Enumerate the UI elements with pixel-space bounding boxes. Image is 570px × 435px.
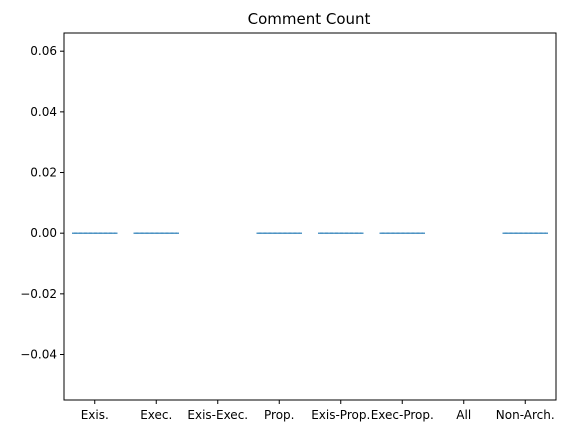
x-tick-label: Non-Arch. [496, 408, 555, 422]
y-tick-label: −0.02 [20, 287, 57, 301]
x-tick-label: Exec-Prop. [371, 408, 434, 422]
x-tick-label: Exis-Prop. [311, 408, 370, 422]
y-tick-label: 0.04 [30, 105, 57, 119]
plot-area [63, 32, 557, 401]
x-axis: Exis. Exec. Exis-Exec. Prop. Exis-Prop. Exec-… [81, 400, 555, 422]
y-tick-label: −0.04 [20, 348, 57, 362]
y-tick-label: 0.02 [30, 166, 57, 180]
y-tick-label: 0.00 [30, 226, 57, 240]
x-tick-label: All [456, 408, 471, 422]
y-tick-label: 0.06 [30, 44, 57, 58]
x-tick-label: Exis. [81, 408, 109, 422]
chart-title: Comment Count [248, 10, 371, 28]
x-tick-label: Prop. [264, 408, 294, 422]
y-axis: −0.04 −0.02 0.00 0.02 0.04 0.06 [20, 44, 64, 362]
x-tick-label: Exis-Exec. [187, 408, 248, 422]
x-tick-label: Exec. [140, 408, 172, 422]
